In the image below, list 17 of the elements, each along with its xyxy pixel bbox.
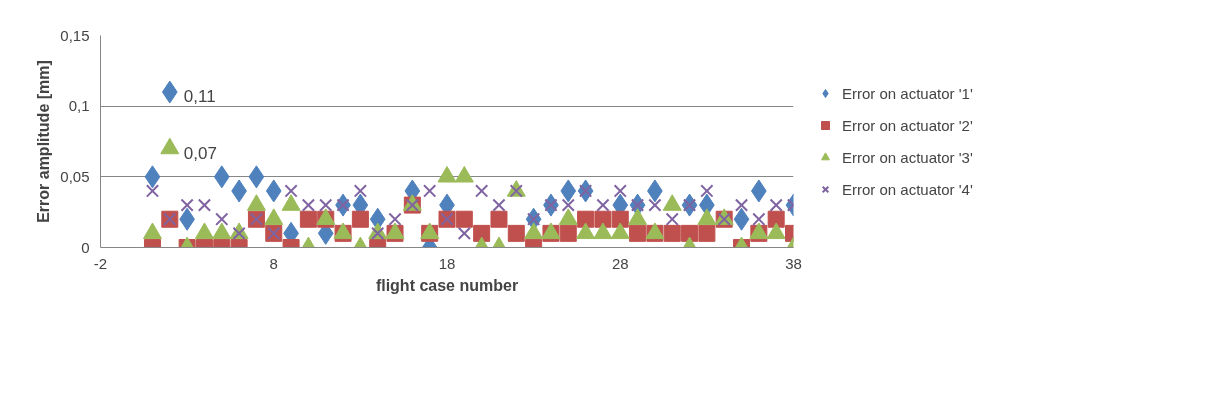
x-axis-title: flight case number (375, 276, 519, 294)
x-tick-label: 18 (438, 254, 456, 272)
annotation: 0,07 (183, 143, 217, 163)
y-axis-title: Error amplitude [mm] (35, 60, 53, 223)
x-tick-label: -2 (93, 254, 108, 272)
y-tick-label: 0,15 (60, 26, 90, 44)
x-tick-label: 28 (611, 254, 629, 272)
annotation: 0,11 (183, 87, 216, 107)
legend-label: Error on actuator '4' (842, 180, 973, 198)
y-tick-label: 0,1 (68, 97, 90, 115)
y-tick-label: 0 (81, 238, 90, 256)
legend-label: Error on actuator '1' (842, 84, 973, 102)
legend-label: Error on actuator '3' (842, 148, 973, 166)
x-tick-label: 8 (269, 254, 278, 272)
x-tick-label: 38 (785, 254, 802, 272)
legend-label: Error on actuator '2' (842, 116, 973, 134)
y-tick-label: 0,05 (60, 167, 90, 185)
